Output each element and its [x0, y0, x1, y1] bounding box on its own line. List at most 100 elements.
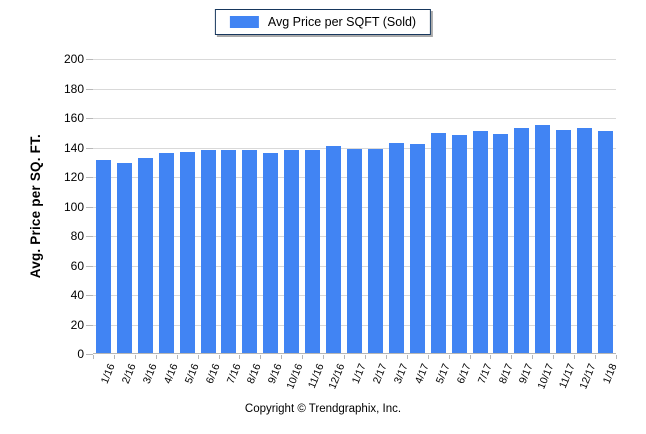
x-tick-mark [113, 355, 115, 359]
x-axis-tick-labels: 1/16 2/16 3/16 4/16 5/16 6/16 7/16 8/16 9/16 10/1… [93, 361, 620, 401]
y-tick-label: 60 [70, 258, 84, 273]
x-tick-label: 8/17 [496, 362, 516, 386]
bar-slot [595, 59, 616, 353]
bar-8/16 [242, 150, 258, 353]
bar-2/17 [367, 148, 383, 353]
y-tick-label: 0 [77, 347, 84, 361]
y-tick-mark [86, 177, 93, 178]
bar-slot [344, 59, 365, 353]
y-tick-mark [86, 147, 93, 149]
bar-slot [532, 59, 553, 353]
bar-slot [407, 59, 428, 353]
y-tick-mark [86, 88, 93, 90]
y-tick-label: 180 [63, 81, 84, 96]
bar-11/17 [556, 129, 572, 353]
y-tick-mark [86, 295, 93, 296]
x-tick-mark [197, 355, 199, 359]
y-tick-label: 20 [70, 317, 84, 332]
bar-1/18 [598, 131, 614, 353]
bar-5/17 [430, 132, 446, 353]
y-axis-tick-marks [86, 59, 93, 355]
bar-1/17 [347, 148, 363, 353]
y-tick-mark [86, 118, 93, 119]
x-tick-mark [93, 355, 94, 359]
bar-2/16 [116, 163, 132, 353]
x-tick-mark [616, 355, 617, 359]
x-tick-mark [469, 355, 471, 359]
bar-12/17 [577, 128, 593, 353]
gridline [93, 88, 616, 90]
x-tick-label: 1/18 [600, 362, 620, 386]
x-tick-mark [490, 355, 492, 359]
bar-slot [281, 59, 302, 353]
x-tick-mark [281, 355, 283, 359]
bar-6/17 [451, 135, 467, 353]
gridline [93, 147, 616, 149]
y-tick-label: 80 [70, 229, 84, 243]
x-tick-label: 9/16 [266, 362, 285, 386]
bar-slot [574, 59, 595, 353]
bar-slot [177, 59, 198, 353]
y-tick-label: 160 [63, 111, 84, 125]
x-tick-label: 7/16 [224, 362, 244, 386]
x-tick-mark [176, 355, 178, 359]
y-tick-mark [86, 354, 93, 355]
y-tick-label: 200 [63, 52, 84, 66]
x-tick-mark [406, 355, 408, 359]
bar-slot [449, 59, 470, 353]
x-tick-mark [344, 355, 346, 359]
bar-series [93, 59, 616, 353]
bar-11/16 [305, 150, 321, 353]
bar-slot [386, 59, 407, 353]
x-tick-label: 3/16 [140, 362, 160, 386]
x-tick-label: 6/17 [454, 362, 474, 386]
x-tick-mark [218, 355, 220, 359]
bar-slot [260, 59, 281, 353]
x-tick-label: 4/16 [161, 362, 181, 386]
y-tick-mark [86, 236, 93, 237]
copyright-text: Copyright © Trendgraphix, Inc. [244, 403, 402, 415]
y-tick-label: 100 [63, 199, 84, 214]
bar-slot [198, 59, 219, 353]
x-tick-mark [574, 355, 576, 359]
bar-slot [93, 59, 114, 353]
bar-9/16 [263, 153, 279, 353]
x-tick-label: 10/16 [284, 362, 306, 391]
bar-4/16 [158, 153, 174, 353]
x-tick-mark [260, 355, 262, 359]
y-tick-mark [86, 206, 93, 208]
x-tick-mark [553, 355, 555, 359]
x-tick-label: 7/17 [475, 362, 495, 386]
x-tick-label: 9/17 [517, 362, 536, 386]
gridline [93, 59, 616, 60]
bar-12/16 [326, 145, 342, 353]
bar-1/16 [95, 160, 111, 353]
x-tick-label: 2/17 [370, 362, 390, 386]
x-axis-tick-marks [93, 355, 617, 360]
bar-slot [491, 59, 512, 353]
bar-3/17 [388, 142, 404, 353]
x-tick-label: 3/17 [391, 362, 411, 386]
bar-slot [470, 59, 491, 353]
bar-6/16 [200, 150, 216, 353]
bar-slot [135, 59, 156, 353]
legend: Avg Price per SQFT (Sold) [214, 9, 432, 35]
x-tick-label: 4/17 [412, 362, 432, 386]
bar-slot [239, 59, 260, 353]
bar-slot [302, 59, 323, 353]
y-tick-label: 140 [63, 140, 84, 155]
x-tick-mark [155, 355, 157, 359]
bar-slot [553, 59, 574, 353]
x-tick-mark [239, 355, 241, 359]
bar-slot [428, 59, 449, 353]
bar-9/17 [514, 128, 530, 353]
x-tick-label: 12/16 [326, 362, 348, 391]
gridline [93, 118, 616, 119]
x-tick-mark [302, 355, 304, 359]
y-tick-mark [86, 59, 93, 60]
bar-7/16 [221, 150, 237, 353]
x-tick-label: 11/17 [557, 362, 578, 391]
legend-swatch-icon [229, 16, 259, 28]
y-tick-mark [86, 265, 93, 267]
bar-10/17 [535, 125, 551, 353]
